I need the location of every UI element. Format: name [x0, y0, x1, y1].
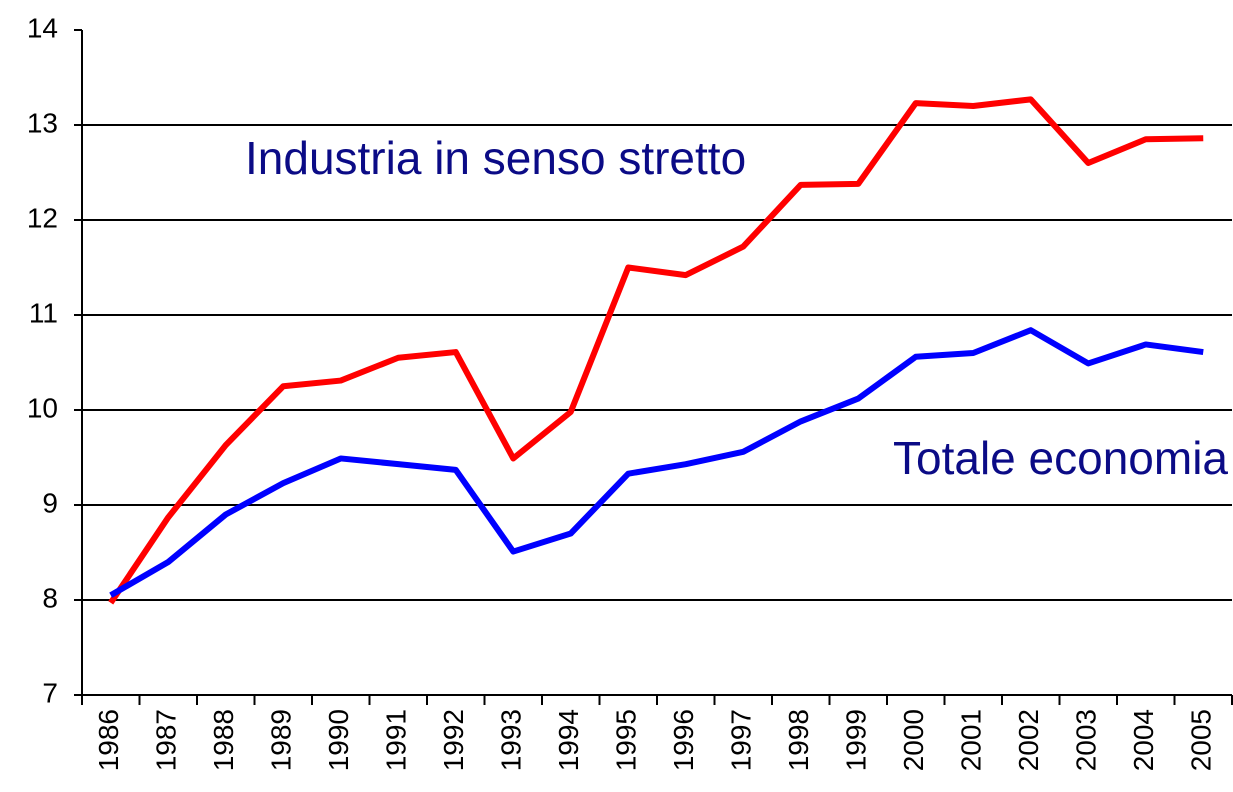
- x-tick-label: 1994: [553, 709, 584, 771]
- x-tick-label: 1996: [668, 709, 699, 771]
- x-tick-label: 2000: [898, 709, 929, 771]
- x-tick-label: 2005: [1186, 709, 1217, 771]
- x-tick-label: 1991: [381, 709, 412, 771]
- y-tick-label: 14: [27, 12, 58, 43]
- x-tick-label: 2001: [956, 709, 987, 771]
- x-tick-label: 2003: [1071, 709, 1102, 771]
- series-label: Totale economia: [893, 432, 1228, 484]
- x-tick-label: 2004: [1128, 709, 1159, 771]
- series-line: [109, 327, 1204, 598]
- x-tick-label: 1989: [266, 709, 297, 771]
- y-tick-label: 10: [27, 392, 58, 423]
- y-tick-label: 11: [29, 297, 58, 328]
- x-tick-label: 1986: [93, 709, 124, 771]
- series-line: [108, 96, 1204, 605]
- x-tick-label: 1998: [783, 709, 814, 771]
- x-tick-label: 1992: [438, 709, 469, 771]
- y-tick-label: 9: [42, 487, 58, 518]
- x-tick-label: 1990: [323, 709, 354, 771]
- x-tick-label: 1988: [208, 709, 239, 771]
- series-label: Industria in senso stretto: [245, 132, 746, 184]
- x-tick-label: 1993: [496, 709, 527, 771]
- x-tick-label: 1995: [611, 709, 642, 771]
- x-tick-label: 1997: [726, 709, 757, 771]
- x-tick-label: 1987: [151, 709, 182, 771]
- x-tick-label: 1999: [841, 709, 872, 771]
- y-tick-label: 7: [42, 677, 58, 708]
- y-tick-label: 13: [27, 107, 58, 138]
- y-tick-label: 8: [42, 582, 58, 613]
- y-tick-label: 12: [27, 202, 58, 233]
- x-tick-label: 2002: [1013, 709, 1044, 771]
